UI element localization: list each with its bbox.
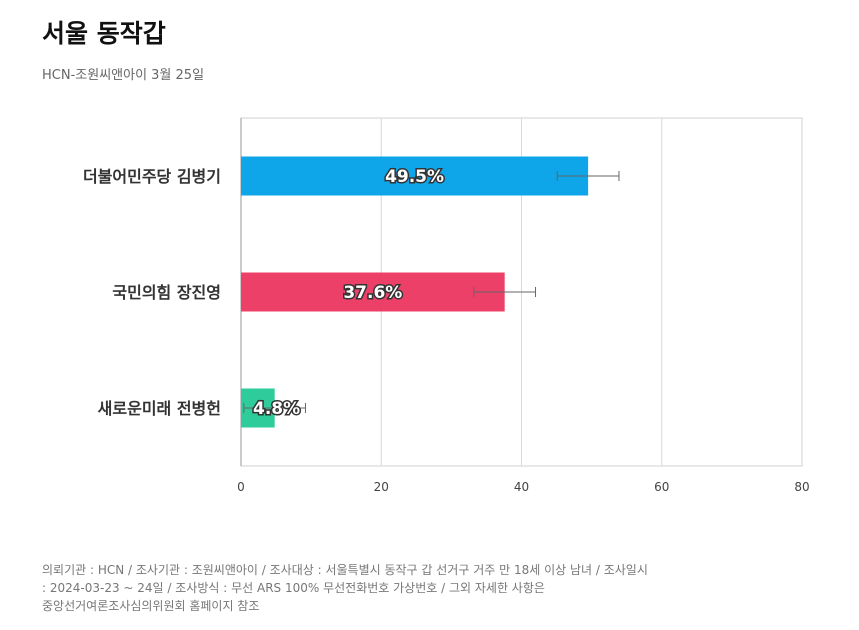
x-tick-label: 40 bbox=[514, 480, 529, 494]
category-label: 국민의힘 장진영 bbox=[112, 283, 221, 302]
page-title: 서울 동작갑 bbox=[42, 19, 166, 48]
x-tick-label: 0 bbox=[237, 480, 245, 494]
footnote-line: : 2024-03-23 ~ 24일 / 조사방식 : 무선 ARS 100% … bbox=[42, 581, 545, 595]
x-tick-label: 20 bbox=[374, 480, 389, 494]
x-tick-label: 60 bbox=[654, 480, 669, 494]
bar bbox=[241, 272, 505, 312]
survey-footnote: 의뢰기관 : HCN / 조사기관 : 조원씨앤아이 / 조사대상 : 서울특별… bbox=[42, 561, 822, 615]
category-label: 새로운미래 전병헌 bbox=[98, 399, 221, 418]
category-label: 더불어민주당 김병기 bbox=[83, 167, 221, 186]
footnote-line: 의뢰기관 : HCN / 조사기관 : 조원씨앤아이 / 조사대상 : 서울특별… bbox=[42, 563, 648, 577]
data-label: 37.6% bbox=[343, 283, 402, 303]
footnote-line: 중앙선거여론조사심의위원회 홈페이지 참조 bbox=[42, 599, 260, 613]
chart-subtitle: HCN-조원씨앤아이 3월 25일 bbox=[42, 68, 205, 83]
bar bbox=[241, 156, 589, 196]
bar-chart: 0 20 40 60 80 더불어민주당 김병기 49.5% 국민의힘 장진영 37.6% 새로운… bbox=[83, 117, 810, 494]
data-label: 49.5% bbox=[385, 167, 444, 187]
data-label: 4.8% bbox=[253, 399, 300, 419]
x-tick-label: 80 bbox=[794, 480, 809, 494]
